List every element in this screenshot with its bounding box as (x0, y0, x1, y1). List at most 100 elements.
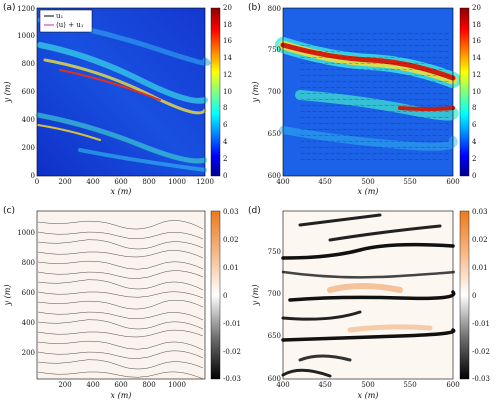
cbar-tick: 6 (223, 121, 228, 129)
panel-b-label: (b) (248, 3, 261, 13)
xtick: 450 (318, 178, 331, 186)
panel-c-xlabel: x (m) (111, 391, 132, 400)
ytick: 700 (268, 88, 281, 96)
cbar-tick: 2 (223, 155, 227, 163)
xtick: 400 (276, 381, 289, 389)
xtick: 600 (114, 381, 127, 389)
cbar-tick: 4 (472, 138, 477, 146)
xtick: 600 (446, 178, 459, 186)
cbar-tick: 18 (472, 21, 481, 29)
ytick: 600 (268, 172, 281, 180)
cbar-tick: -0.03 (472, 375, 490, 383)
cbar-tick: 10 (472, 88, 481, 96)
panel-b-frame (282, 7, 454, 177)
cbar-tick: 0 (223, 172, 227, 180)
panel-a-colorbar (210, 7, 221, 177)
panel-c-colorbar (210, 210, 221, 380)
panel-c: (c) 200 400 600 800 1000 (3, 206, 241, 400)
panel-a-label: (a) (3, 3, 16, 13)
xtick: 550 (403, 178, 416, 186)
cbar-tick: 0.01 (223, 264, 239, 272)
cbar-tick: 20 (472, 4, 481, 12)
xtick: 500 (361, 178, 374, 186)
ytick: 600 (22, 289, 35, 297)
ytick: 400 (22, 116, 35, 124)
cbar-tick: 12 (472, 71, 481, 79)
cbar-tick: 14 (223, 54, 232, 62)
panel-b-colorbar (459, 7, 470, 177)
panel-c-plot-area (37, 211, 205, 379)
cbar-tick: 0 (472, 172, 476, 180)
xtick: 400 (86, 178, 99, 186)
panel-d-colorbar (459, 210, 470, 380)
panel-a-colorbar-ticks: 0 2 4 6 8 10 12 14 16 18 20 (223, 4, 232, 180)
xtick: 400 (86, 381, 99, 389)
xtick: 800 (142, 381, 155, 389)
cbar-tick: 16 (472, 37, 481, 45)
panel-a-ylabel: y (m) (3, 82, 12, 104)
panel-b: (b) 400 450 500 550 600 600 650 700 750 … (248, 3, 481, 196)
panel-b-yticks: 600 650 700 750 800 (268, 5, 281, 180)
xtick: 400 (276, 178, 289, 186)
panel-c-frame (36, 210, 206, 380)
xtick: 500 (361, 381, 374, 389)
panel-d-label: (d) (248, 206, 261, 216)
panel-a-plot-area (37, 8, 205, 176)
panel-a-xticks: 0 200 400 600 800 1000 1200 (35, 178, 214, 186)
xtick: 0 (35, 178, 39, 186)
panel-d-colorbar-ticks: 0.03 0.02 0.01 0 -0.01 -0.02 -0.03 (472, 208, 490, 383)
xtick: 600 (446, 381, 459, 389)
panel-c-streaks (37, 220, 204, 380)
ytick: 200 (22, 144, 35, 152)
cbar-tick: 0 (223, 292, 227, 300)
cbar-tick: -0.03 (223, 375, 241, 383)
panel-a: (a) u₁ ⟨u⟩ + u₁ 0 200 400 600 800 1000 1… (3, 3, 232, 196)
panel-d-xlabel: x (m) (358, 391, 379, 400)
xtick: 1000 (168, 381, 186, 389)
cbar-tick: -0.02 (223, 348, 241, 356)
cbar-tick: 8 (472, 104, 476, 112)
panel-c-colorbar-ticks: 0.03 0.02 0.01 0 -0.01 -0.02 -0.03 (223, 208, 241, 383)
panel-c-label: (c) (3, 206, 15, 216)
xtick: 450 (318, 381, 331, 389)
cbar-tick: 0.02 (223, 236, 239, 244)
panel-d-streaks (281, 213, 456, 378)
cbar-tick: 0 (472, 292, 476, 300)
panel-a-yticks: 0 200 400 600 800 1000 1200 (17, 5, 35, 180)
cbar-tick: 20 (223, 4, 232, 12)
cbar-tick: 2 (472, 155, 476, 163)
ytick: 800 (22, 60, 35, 68)
ytick: 650 (268, 130, 281, 138)
cbar-tick: 12 (223, 71, 232, 79)
panel-b-vector-field (300, 30, 450, 160)
ytick: 1000 (17, 32, 35, 40)
panel-d-yticks: 600 650 700 750 (268, 248, 281, 383)
cbar-tick: 0.01 (472, 264, 488, 272)
panel-d-frame (282, 210, 454, 380)
cbar-tick: 4 (223, 138, 228, 146)
cbar-tick: 0.03 (223, 208, 239, 216)
xtick: 800 (142, 178, 155, 186)
panel-d-xticks: 400 450 500 550 600 (276, 381, 459, 389)
ytick: 200 (22, 349, 35, 357)
cbar-tick: 18 (223, 21, 232, 29)
cbar-tick: 6 (472, 121, 477, 129)
xtick: 200 (58, 178, 71, 186)
cbar-tick: 10 (223, 88, 232, 96)
panel-c-xticks: 200 400 600 800 1000 (58, 381, 186, 389)
xtick: 1200 (196, 178, 214, 186)
ytick: 600 (22, 88, 35, 96)
panel-b-xticks: 400 450 500 550 600 (276, 178, 459, 186)
legend-u2-text: ⟨u⟩ + u₁ (56, 21, 84, 29)
panel-c-yticks: 200 400 600 800 1000 (17, 229, 35, 357)
ytick: 1000 (17, 229, 35, 237)
ytick: 650 (268, 332, 281, 340)
xtick: 550 (403, 381, 416, 389)
ytick: 800 (22, 259, 35, 267)
panel-a-frame (36, 7, 206, 177)
axes-frames (36, 7, 454, 380)
ytick: 800 (268, 5, 281, 13)
ytick: 400 (22, 319, 35, 327)
ytick: 1200 (17, 5, 35, 13)
